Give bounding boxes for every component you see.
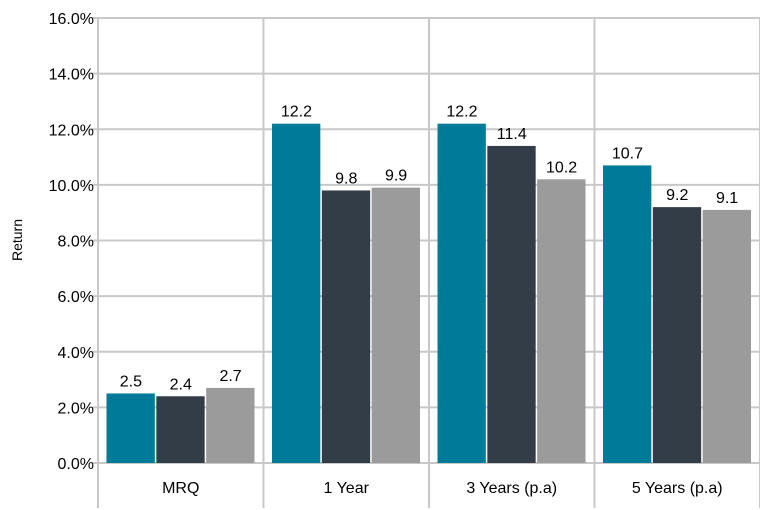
y-tick-label: 12.0%	[49, 122, 94, 139]
x-axis-categories: MRQ 1 Year 3 Years (p.a) 5 Years (p.a)	[162, 480, 723, 497]
bar	[537, 179, 586, 463]
y-axis-ticks: 0.0% 2.0% 4.0% 6.0% 8.0% 10.0% 12.0% 14.0% 16.0%	[49, 11, 94, 473]
y-tick-label: 0.0%	[58, 456, 94, 473]
y-tick-label: 8.0%	[58, 234, 94, 251]
data-labels: 2.5 2.4 2.7 12.2 9.8 9.9 12.2 11.4 10.2 10.7 9.2 9.…	[120, 104, 739, 394]
bar	[437, 123, 486, 463]
bar-data-label: 2.5	[120, 373, 142, 390]
y-tick-label: 16.0%	[49, 11, 94, 28]
gridlines	[92, 17, 760, 508]
bar-data-label: 12.2	[446, 104, 477, 121]
bar	[702, 209, 751, 463]
y-tick-label: 14.0%	[49, 67, 94, 84]
y-tick-label: 4.0%	[58, 345, 94, 362]
x-category-label: 5 Years (p.a)	[632, 480, 723, 497]
y-tick-label: 6.0%	[58, 289, 94, 306]
bar	[321, 190, 371, 463]
bar-data-label: 9.1	[716, 190, 738, 207]
y-axis-label: Return	[9, 219, 25, 261]
bar	[652, 207, 702, 463]
bar-data-label: 10.2	[546, 159, 577, 176]
bar-data-label: 11.4	[497, 126, 527, 143]
bar	[487, 145, 536, 463]
bar	[603, 165, 652, 463]
bar	[156, 396, 205, 463]
bar-data-label: 12.2	[281, 104, 312, 121]
x-category-label: 3 Years (p.a)	[466, 480, 557, 497]
bar	[206, 387, 255, 463]
bar	[371, 187, 420, 463]
bar-data-label: 9.8	[335, 170, 357, 187]
bar-data-label: 2.7	[219, 368, 241, 385]
x-category-label: 1 Year	[324, 480, 370, 497]
bar	[106, 393, 155, 463]
bar-data-label: 9.9	[385, 168, 407, 185]
bars	[106, 123, 751, 463]
bar-data-label: 10.7	[612, 145, 643, 162]
y-tick-label: 2.0%	[58, 400, 94, 417]
y-tick-label: 10.0%	[49, 178, 94, 195]
x-category-label: MRQ	[162, 480, 199, 497]
bar-data-label: 2.4	[170, 376, 192, 393]
bar	[272, 123, 321, 463]
bar-data-label: 9.2	[666, 187, 688, 204]
